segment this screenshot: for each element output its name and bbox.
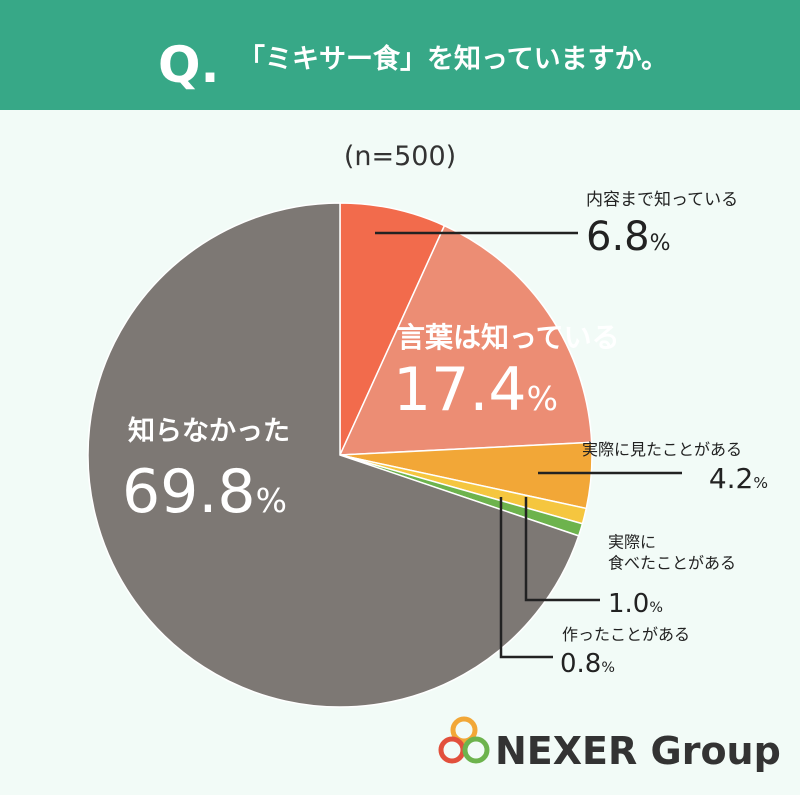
category-label: 知らなかった	[128, 416, 290, 447]
value-label: 0.8%	[560, 649, 615, 679]
value-label: 4.2%	[709, 462, 768, 495]
logo-ring	[462, 736, 490, 764]
header-bar	[0, 0, 800, 110]
category-label: 内容まで知っている	[586, 190, 738, 210]
logo-text: NEXER Group	[495, 729, 781, 773]
pie-slice	[87, 202, 580, 708]
question-mark: Q.	[158, 36, 220, 94]
leader-line	[499, 497, 553, 659]
logo-ring	[450, 716, 478, 744]
subtitle: (n=500)	[344, 141, 456, 172]
pie-slice	[339, 202, 446, 456]
leader-line	[524, 497, 600, 602]
value-label: 69.8%	[122, 457, 287, 527]
value-label: 17.4%	[393, 355, 558, 425]
pie	[87, 202, 593, 708]
category-label: 実際に見たことがある	[582, 440, 742, 459]
value-label: 1.0%	[608, 589, 663, 619]
category-label: 実際に食べたことがある	[608, 533, 736, 573]
logo: NEXER Group	[438, 716, 781, 773]
category-label: 言葉は知っている	[397, 321, 620, 354]
value-label: 6.8%	[586, 214, 671, 260]
category-label: 作ったことがある	[562, 625, 690, 644]
question: 「ミキサー食」を知っていますか。	[238, 43, 668, 75]
pie-slice	[338, 224, 593, 456]
